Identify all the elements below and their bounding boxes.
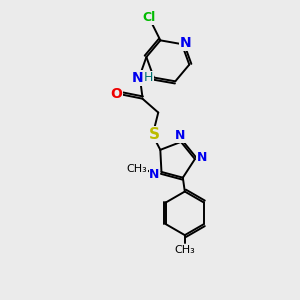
Text: N: N <box>180 36 192 50</box>
Text: N: N <box>149 168 160 182</box>
Text: CH₃: CH₃ <box>174 245 195 255</box>
Text: N: N <box>175 130 185 142</box>
Text: N: N <box>132 71 143 85</box>
Text: H: H <box>144 71 153 84</box>
Text: CH₃: CH₃ <box>126 164 147 174</box>
Text: S: S <box>149 127 160 142</box>
Text: Cl: Cl <box>143 11 156 24</box>
Text: O: O <box>111 87 123 101</box>
Text: N: N <box>196 151 207 164</box>
